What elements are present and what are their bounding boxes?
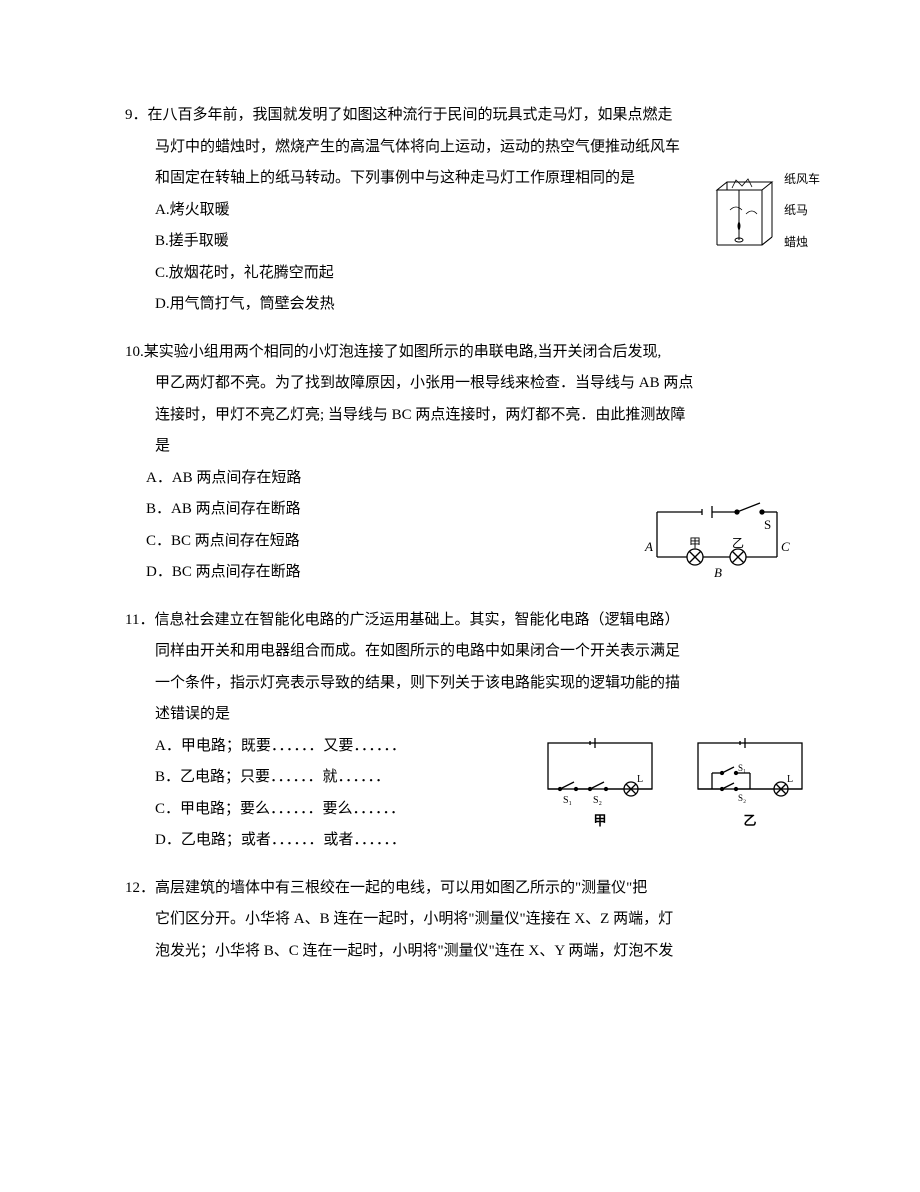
- q11-fig-yi: S₁ S₂ L 乙: [690, 735, 810, 834]
- svg-text:S: S: [764, 517, 771, 532]
- svg-text:B: B: [714, 565, 722, 580]
- q9-figure-labels: 纸风车 纸马 蜡烛: [784, 173, 820, 255]
- svg-text:A: A: [644, 539, 653, 554]
- question-10: A B C S 甲 乙 10.某实验小组用两个相同的小灯泡连接了如图所示的串联电…: [125, 337, 810, 589]
- circuit-and-icon: S₁ S₂ L: [540, 735, 660, 805]
- q10-opt-a: A．AB 两点间存在短路: [146, 463, 810, 495]
- lantern-icon: [702, 170, 780, 258]
- q11-figure: S₁ S₂ L 甲: [540, 735, 810, 834]
- q9-opt-d: D.用气筒打气，筒壁会发热: [155, 289, 810, 321]
- q10-stem: 10.某实验小组用两个相同的小灯泡连接了如图所示的串联电路,当开关闭合后发现, …: [125, 337, 810, 463]
- q9-opt-c: C.放烟花时，礼花腾空而起: [155, 258, 810, 290]
- q10-figure: A B C S 甲 乙: [642, 497, 792, 587]
- q11-stem: 11．信息社会建立在智能化电路的广泛运用基础上。其实，智能化电路（逻辑电路） 同…: [125, 605, 810, 731]
- q10-number: 10.: [125, 344, 144, 360]
- q9-number: 9．: [125, 107, 148, 123]
- svg-text:L: L: [637, 774, 643, 785]
- question-12: 12．高层建筑的墙体中有三根绞在一起的电线，可以用如图乙所示的"测量仪"把 它们…: [125, 873, 810, 968]
- question-11: S₁ S₂ L 甲: [125, 605, 810, 857]
- q11-fig-jia: S₁ S₂ L 甲: [540, 735, 660, 834]
- circuit-or-icon: S₁ S₂ L: [690, 735, 810, 805]
- svg-text:L: L: [787, 774, 793, 785]
- svg-text:甲: 甲: [689, 536, 701, 550]
- label-top: 纸风车: [784, 167, 820, 192]
- svg-text:S₁: S₁: [563, 795, 572, 805]
- svg-text:C: C: [781, 539, 790, 554]
- label-mid: 纸马: [784, 198, 820, 223]
- q9-figure: 纸风车 纸马 蜡烛: [702, 170, 820, 258]
- svg-text:乙: 乙: [732, 536, 744, 550]
- circuit-series-icon: A B C S 甲 乙: [642, 497, 792, 587]
- svg-text:S₂: S₂: [593, 795, 602, 805]
- question-9: 纸风车 纸马 蜡烛 9．在八百多年前，我国就发明了如图这种流行于民间的玩具式走马…: [125, 100, 810, 321]
- q11-number: 11．: [125, 612, 154, 628]
- q12-stem: 12．高层建筑的墙体中有三根绞在一起的电线，可以用如图乙所示的"测量仪"把 它们…: [125, 873, 810, 968]
- label-bot: 蜡烛: [784, 230, 820, 255]
- q12-number: 12．: [125, 880, 155, 896]
- svg-text:S₁: S₁: [738, 763, 746, 773]
- svg-text:S₂: S₂: [738, 793, 746, 803]
